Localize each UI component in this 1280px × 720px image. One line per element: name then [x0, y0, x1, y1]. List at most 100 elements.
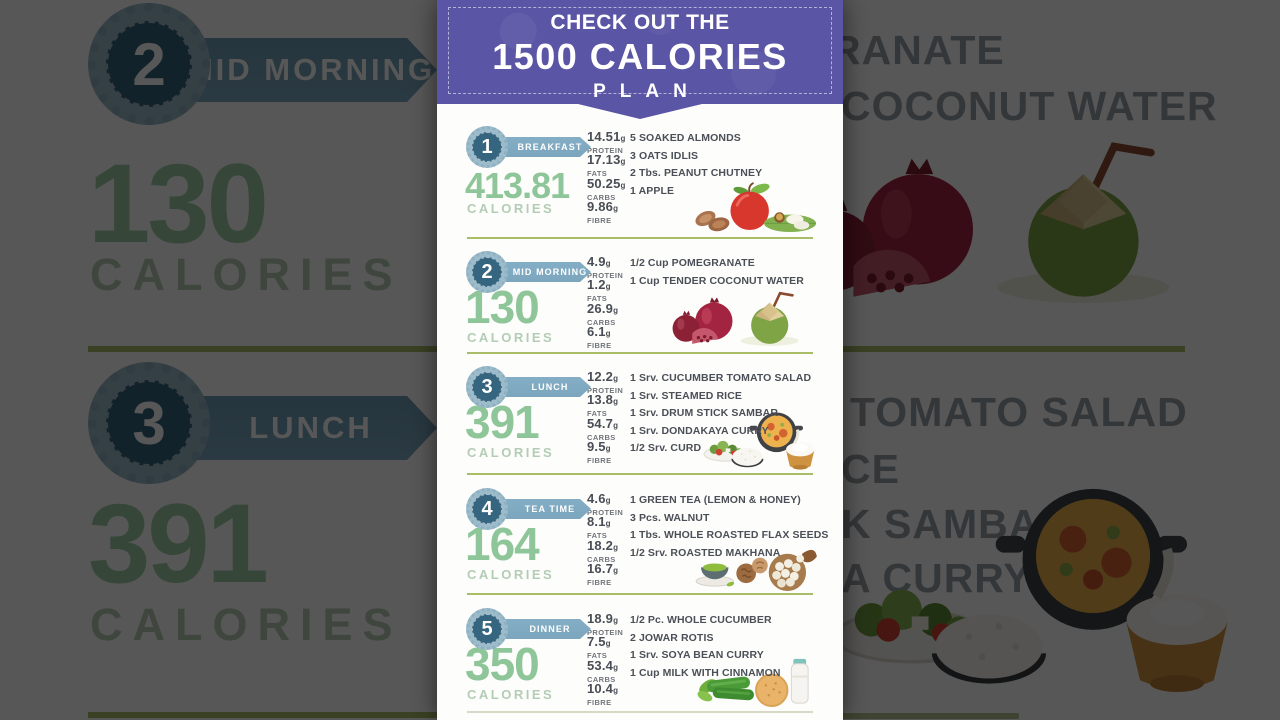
macro-label: CARBS	[587, 674, 616, 684]
meal-section-dinner: 5 DINNER 350 CALORIES 18.9g PROTEIN 7.5g F…	[437, 597, 843, 711]
meal-number: 2	[472, 257, 502, 287]
food-item: 1 GREEN TEA (LEMON & HONEY)	[630, 494, 801, 506]
macro-unit: g	[620, 180, 626, 190]
macro-label: PROTEIN	[587, 146, 624, 155]
food-item: 1 Tbs. WHOLE ROASTED FLAX SEEDS	[630, 529, 829, 541]
meal-name: LUNCH	[531, 382, 569, 392]
meal-calories-value: 391	[465, 396, 540, 448]
macro-unit: g	[620, 134, 626, 143]
meal-calories-value: 164	[465, 518, 540, 570]
meal-section-breakfast: 1 BREAKFAST 413.81 CALORIES 14.51g PROTEI…	[437, 115, 843, 237]
macro-label: PROTEIN	[587, 628, 624, 637]
food-item-list: 1 Srv. CUCUMBER TOMATO SALAD 1 Srv. STEA…	[630, 370, 811, 458]
section-divider	[467, 473, 813, 475]
section-divider	[467, 711, 813, 713]
macro-unit: g	[605, 328, 611, 338]
meal-number-badge: 3	[466, 366, 508, 408]
meal-number: 5	[472, 614, 502, 644]
macro-fibre: 16.7g FIBRE	[587, 560, 623, 587]
background-right-panel: RANATE COCONUT WATER TOMATO SALAD CE K S…	[843, 0, 1280, 720]
banner-notch	[578, 104, 702, 119]
meal-number-badge: 4	[466, 488, 508, 530]
meal-calories-value: 350	[465, 638, 540, 690]
food-item: 2 JOWAR ROTIS	[630, 631, 714, 644]
macro-fats: 7.5g FATS	[587, 633, 623, 660]
meal-number-badge: 2	[466, 251, 508, 293]
food-item: 1 Srv. CUCUMBER TOMATO SALAD	[630, 372, 812, 384]
macro-label: FIBRE	[587, 215, 612, 225]
macro-unit: g	[605, 443, 611, 453]
macro-unit: g	[605, 519, 611, 529]
food-item: 1/2 Srv. ROASTED MAKHANA	[630, 546, 781, 559]
mid-morning-illustration	[660, 286, 805, 348]
dim-overlay	[843, 0, 1280, 720]
dim-overlay	[0, 0, 437, 720]
macro-unit: g	[605, 496, 611, 505]
food-item-list: 1/2 Cup POMEGRANATE 1 Cup TENDER COCONUT…	[630, 255, 804, 290]
macro-carbs: 18.2g CARBS	[587, 537, 623, 564]
macro-carbs: 54.7g CARBS	[587, 415, 623, 442]
macro-fibre: 9.86g FIBRE	[587, 198, 625, 225]
macro-unit: g	[605, 282, 611, 292]
macro-fibre: 6.1g FIBRE	[587, 323, 623, 350]
macro-label: FIBRE	[587, 455, 612, 465]
macro-carbs: 50.25g CARBS	[587, 175, 626, 202]
food-item: 1 Srv. DONDAKAYA CURRY	[630, 424, 769, 437]
section-divider	[467, 237, 813, 239]
food-item: 3 OATS IDLIS	[630, 149, 699, 162]
plan-header-banner: CHECK OUT THE 1500 CALORIES PLAN	[437, 0, 843, 104]
meal-name: TEA TIME	[524, 504, 576, 514]
macro-label: CARBS	[587, 317, 616, 327]
macro-value: 13.8	[587, 392, 614, 408]
food-item: 1 Srv. STEAMED RICE	[630, 389, 742, 402]
infographic-panel: CHECK OUT THE 1500 CALORIES PLAN 1 BREAK…	[437, 0, 843, 720]
macro-unit: g	[605, 259, 611, 268]
food-item-list: 1 GREEN TEA (LEMON & HONEY) 3 Pcs. WALNU…	[630, 492, 829, 562]
meal-name-ribbon: BREAKFAST	[495, 137, 591, 157]
macro-value: 17.13	[587, 152, 621, 168]
macro-value: 4.6	[587, 491, 606, 506]
food-item: 1 Cup TENDER COCONUT WATER	[630, 274, 804, 287]
macro-unit: g	[613, 616, 618, 625]
macro-label: CARBS	[587, 554, 616, 564]
macro-unit: g	[613, 203, 618, 213]
macro-value: 6.1	[587, 323, 606, 339]
meal-number: 3	[472, 372, 502, 402]
macro-label: FIBRE	[587, 340, 612, 350]
meal-name: BREAKFAST	[517, 142, 583, 152]
macro-value: 1.2	[587, 277, 606, 293]
macro-value: 14.51	[587, 129, 621, 144]
macro-value: 18.2	[587, 537, 614, 553]
meal-section-tea-time: 4 TEA TIME 164 CALORIES 4.6g PROTEIN 8.1g…	[437, 477, 843, 593]
macro-value: 4.9	[587, 254, 606, 269]
macro-protein: 4.9g PROTEIN	[587, 253, 623, 280]
macro-fibre: 9.5g FIBRE	[587, 438, 623, 465]
food-item: 5 SOAKED ALMONDS	[630, 132, 741, 144]
macro-unit: g	[613, 374, 618, 383]
macro-label: FATS	[587, 294, 608, 304]
macro-label: CARBS	[587, 432, 616, 442]
macro-protein: 18.9g PROTEIN	[587, 610, 623, 637]
food-item: 1 Srv. SOYA BEAN CURRY	[630, 649, 764, 661]
macro-unit: g	[613, 397, 618, 407]
macro-list: 4.6g PROTEIN 8.1g FATS 18.2g CARBS 16.7g FIB…	[587, 490, 623, 587]
food-item: 1 Srv. DRUM STICK SAMBAR	[630, 407, 779, 419]
macro-unit: g	[605, 639, 611, 649]
macro-unit: g	[613, 542, 618, 552]
header-line2: 1500 CALORIES	[492, 36, 788, 77]
macro-label: FATS	[587, 531, 608, 541]
macro-fats: 17.13g FATS	[587, 151, 625, 178]
macro-value: 50.25	[587, 175, 621, 191]
macro-protein: 4.6g PROTEIN	[587, 490, 623, 517]
macro-carbs: 53.4g CARBS	[587, 657, 623, 684]
section-divider	[467, 593, 813, 595]
macro-unit: g	[613, 662, 618, 672]
background-left-panel: 2 MID MORNING 130 CALORIES 3 LUNCH 391 C…	[0, 0, 437, 720]
macro-unit: g	[613, 305, 618, 315]
macro-label: CARBS	[587, 192, 616, 202]
macro-label: FATS	[587, 409, 608, 419]
macro-carbs: 26.9g CARBS	[587, 300, 623, 327]
macro-value: 26.9	[587, 300, 614, 316]
macro-value: 54.7	[587, 415, 614, 431]
meal-number-badge: 1	[466, 126, 508, 168]
